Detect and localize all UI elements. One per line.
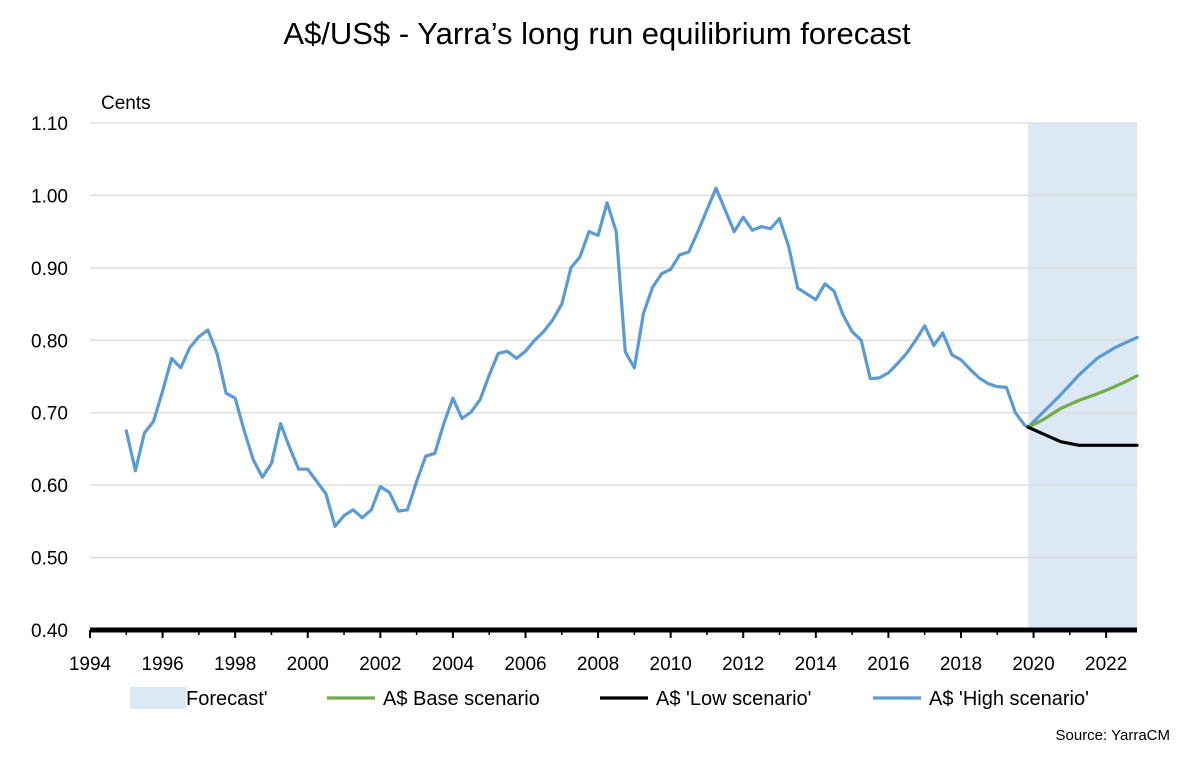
x-tick-label: 2010 xyxy=(650,654,692,675)
x-tick-label: 2002 xyxy=(359,654,401,675)
y-tick-label: 0.50 xyxy=(31,549,68,570)
chart-title: A$/US$ - Yarra’s long run equilibrium fo… xyxy=(283,16,911,51)
series-line-a-base-scenario xyxy=(1026,374,1139,429)
x-tick-label: 2022 xyxy=(1085,654,1127,675)
y-tick-label: 0.70 xyxy=(31,404,68,425)
legend-swatch-forecast xyxy=(130,687,186,709)
forecast-region-layer xyxy=(1028,123,1137,630)
legend-label-a-base-scenario: A$ Base scenario xyxy=(383,688,540,710)
legend-label-a-high-scenario: A$ 'High scenario' xyxy=(929,688,1089,710)
y-tick-label: 0.80 xyxy=(31,331,68,352)
legend-label-forecast: Forecast' xyxy=(186,688,268,710)
axes xyxy=(89,627,1137,638)
gridlines xyxy=(90,122,1137,559)
x-tick-label: 1996 xyxy=(141,654,183,675)
x-tick-label: 1998 xyxy=(214,654,256,675)
x-tick-label: 2018 xyxy=(940,654,982,675)
y-axis-unit: Cents xyxy=(101,93,151,114)
y-tick-label: 0.60 xyxy=(31,476,68,497)
series-line-a-high-scenario xyxy=(124,186,1139,529)
x-tick-label: 2020 xyxy=(1012,654,1054,675)
series-lines xyxy=(124,186,1139,529)
x-tick-label: 2016 xyxy=(867,654,909,675)
x-tick-label: 2000 xyxy=(287,654,329,675)
y-tick-label: 1.10 xyxy=(31,114,68,135)
x-tick-label: 1994 xyxy=(69,654,112,675)
x-tick-label: 2006 xyxy=(504,654,546,675)
x-tick-label: 2004 xyxy=(432,654,475,675)
source-note: Source: YarraCM xyxy=(1056,727,1171,744)
x-tick-label: 2014 xyxy=(795,654,838,675)
y-tick-labels: 0.40 0.50 0.60 0.70 0.80 0.90 1.00 1.10 xyxy=(31,114,68,642)
forecast-region xyxy=(1028,123,1137,630)
y-tick-label: 1.00 xyxy=(31,186,68,207)
y-tick-label: 0.90 xyxy=(31,259,68,280)
x-tick-label: 2012 xyxy=(722,654,764,675)
series-line-a-low-scenario xyxy=(1026,425,1139,447)
legend-label-a-low-scenario: A$ 'Low scenario' xyxy=(656,688,812,710)
y-tick-label: 0.40 xyxy=(31,621,68,642)
x-tick-label: 2008 xyxy=(577,654,619,675)
legend: Forecast' A$ Base scenario A$ 'Low scenari… xyxy=(130,687,1089,710)
x-tick-labels: 1994 1996 1998 2000 2002 2004 2006 2008 2010 2012… xyxy=(69,654,1127,675)
